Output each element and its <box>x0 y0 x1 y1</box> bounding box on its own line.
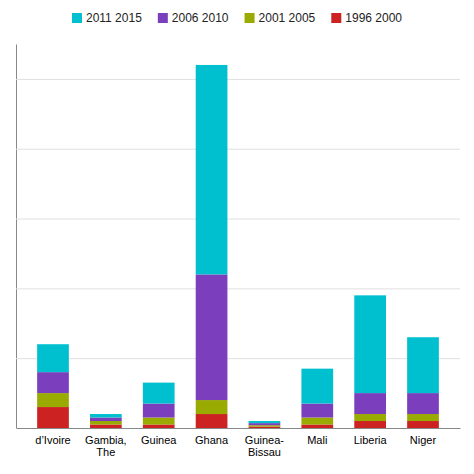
bar-segment <box>249 427 281 428</box>
series <box>37 65 439 423</box>
x-tick-label-line: The <box>96 446 115 458</box>
x-tick-label-line: Gambia, <box>85 434 127 446</box>
bar-segment <box>354 295 386 393</box>
y-tick <box>16 428 460 429</box>
bar-segment <box>249 425 281 426</box>
bar-segment <box>196 274 228 400</box>
x-axis: d’Ivoire Gambia,The Guinea Ghana Guinea-Biss… <box>17 428 461 458</box>
bar-segment <box>354 421 386 428</box>
x-tick-label-line: Niger <box>410 434 437 446</box>
bar-segment <box>301 425 333 428</box>
bar-segment <box>301 418 333 425</box>
x-tick-label: d’Ivoire <box>35 434 70 446</box>
plot: d’Ivoire Gambia,The Guinea Ghana Guinea-Biss… <box>16 45 461 459</box>
x-tick: Guinea <box>141 428 177 446</box>
bar-segment <box>90 414 122 417</box>
y-axis-line <box>16 45 17 429</box>
y-tick <box>16 219 460 220</box>
chart: d’Ivoire Gambia,The Guinea Ghana Guinea-Biss… <box>0 0 474 474</box>
x-tick-label-line: Liberia <box>354 434 388 446</box>
x-tick-label-line: Guinea- <box>245 434 284 446</box>
grid-line <box>16 428 460 429</box>
bar-segment <box>196 414 228 428</box>
legend-swatch <box>158 13 168 23</box>
grid-line <box>16 358 460 359</box>
legend-label: 2006 2010 <box>172 11 229 25</box>
bar-segment <box>37 393 69 407</box>
x-tick-label: Liberia <box>354 434 388 446</box>
bar-segment <box>196 65 228 274</box>
bar-segment <box>407 414 439 421</box>
legend-item: 2011 2015 <box>72 11 142 25</box>
grid-line <box>16 288 460 289</box>
bar-segment <box>354 393 386 414</box>
x-tick: Mali <box>307 428 327 446</box>
bar-segment <box>249 423 281 425</box>
x-tick-label-line: Bissau <box>248 446 281 458</box>
bar-segment <box>90 421 122 424</box>
x-tick-label: Guinea-Bissau <box>245 434 284 459</box>
y-tick <box>16 288 460 289</box>
legend-item: 2001 2005 <box>245 11 316 25</box>
series <box>37 274 439 425</box>
bar-segment <box>407 337 439 393</box>
y-tick <box>16 79 460 80</box>
bar-segment <box>143 383 175 404</box>
bar-segment <box>90 425 122 428</box>
bar-segment <box>407 393 439 414</box>
y-axis <box>16 45 460 429</box>
bar-segment <box>37 407 69 428</box>
grid-line <box>16 149 460 150</box>
bar-segment <box>249 421 281 423</box>
x-tick-label: Ghana <box>195 434 229 446</box>
bar-segment <box>301 369 333 404</box>
y-tick <box>16 149 460 150</box>
bar-segment <box>407 421 439 428</box>
bar-segment <box>143 418 175 425</box>
x-tick: d’Ivoire <box>35 428 70 446</box>
bar-segment <box>90 418 122 421</box>
bars <box>37 65 439 428</box>
x-tick-label: Mali <box>307 434 327 446</box>
x-tick: Guinea-Bissau <box>245 428 284 458</box>
x-tick-label-line: d’Ivoire <box>35 434 70 446</box>
x-tick-label: Gambia,The <box>85 434 127 459</box>
bar-segment <box>354 414 386 421</box>
legend-swatch <box>331 13 341 23</box>
x-tick: Gambia,The <box>85 428 127 458</box>
grid-line <box>16 219 460 220</box>
bar-segment <box>196 400 228 414</box>
bar-segment <box>37 372 69 393</box>
bar-segment <box>143 404 175 418</box>
grid-line <box>16 79 460 80</box>
legend-label: 2011 2015 <box>86 11 142 25</box>
legend-label: 2001 2005 <box>259 11 316 25</box>
legend-label: 1996 2000 <box>345 11 402 25</box>
y-tick <box>16 358 460 359</box>
x-tick-label-line: Mali <box>307 434 327 446</box>
x-tick: Ghana <box>195 428 229 446</box>
legend-swatch <box>245 13 255 23</box>
x-tick: Liberia <box>354 428 388 446</box>
x-tick-label-line: Guinea <box>141 434 177 446</box>
bar-segment <box>37 344 69 372</box>
x-tick-label: Guinea <box>141 434 177 446</box>
legend-item: 1996 2000 <box>331 11 402 25</box>
x-tick: Niger <box>410 428 437 446</box>
bar-segment <box>143 425 175 428</box>
x-axis-line <box>17 428 461 429</box>
bar-segment <box>301 404 333 418</box>
legend-item: 2006 2010 <box>158 11 229 25</box>
legend-swatch <box>72 13 82 23</box>
legend: 2011 2015 2006 2010 2001 2005 1996 2000 <box>72 11 402 25</box>
x-tick-label: Niger <box>410 434 437 446</box>
series <box>37 393 439 427</box>
x-tick-label-line: Ghana <box>195 434 229 446</box>
